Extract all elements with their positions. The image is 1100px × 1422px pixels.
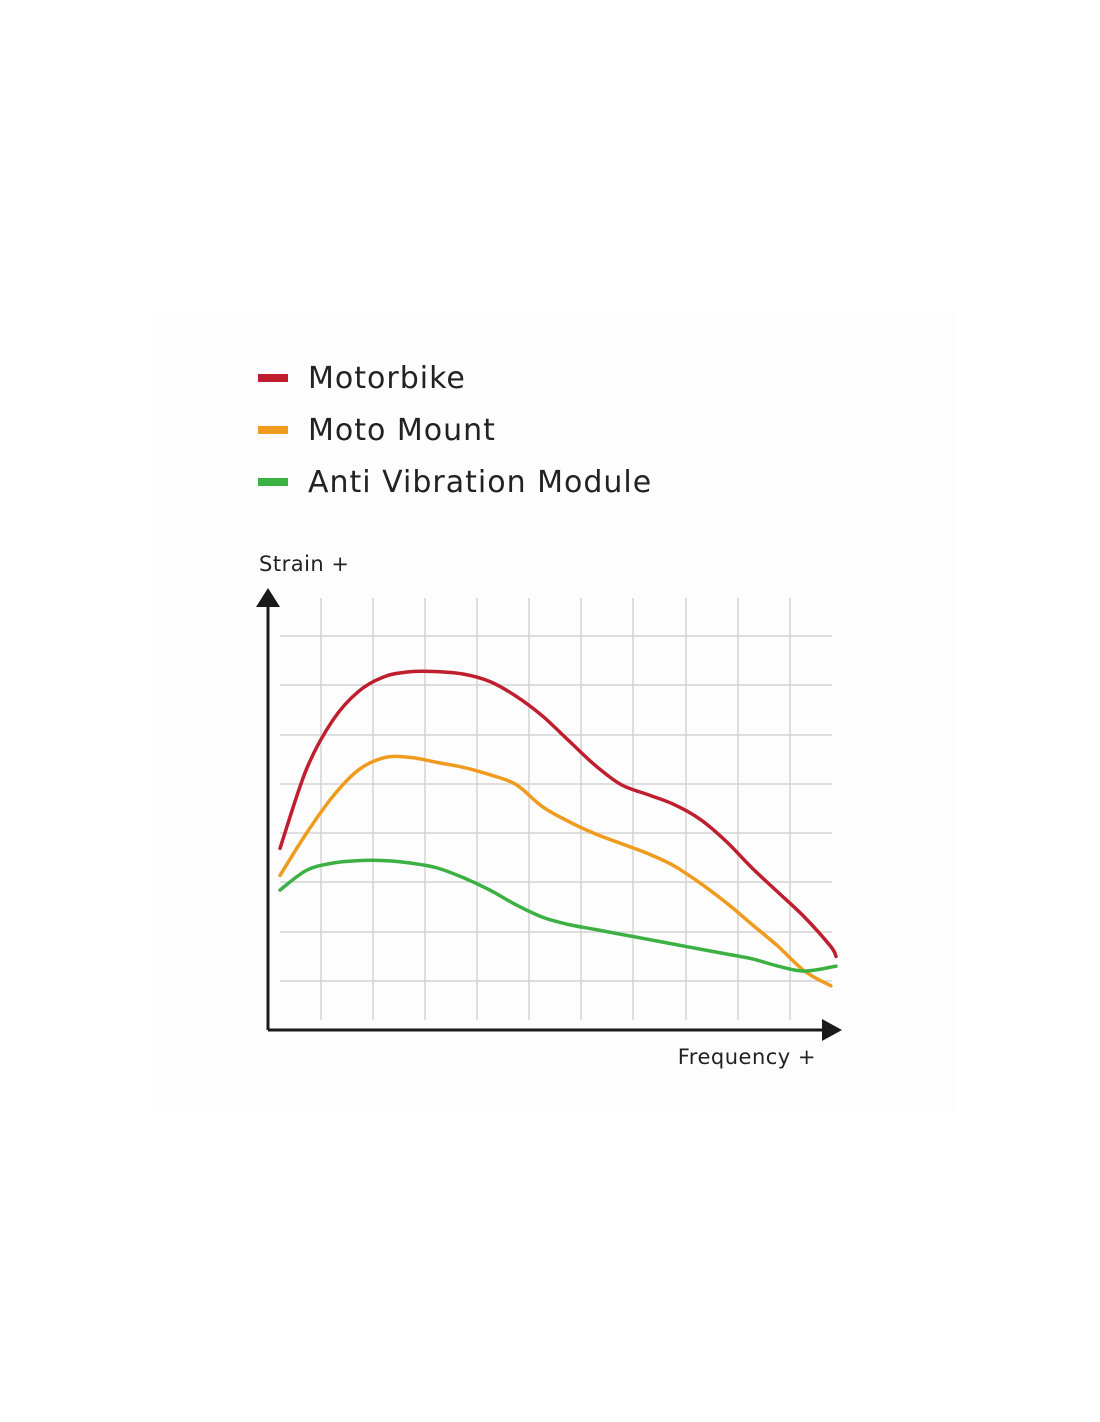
series-line-moto-mount	[278, 754, 833, 988]
legend-item-moto-mount: Moto Mount	[258, 404, 652, 456]
series-lines	[278, 669, 838, 988]
legend-item-anti-vibration-module: Anti Vibration Module	[258, 456, 652, 508]
legend-swatch-anti-vibration-module	[258, 478, 288, 486]
series-line-motorbike	[278, 669, 838, 959]
y-axis-arrow	[256, 588, 280, 607]
legend-label-motorbike: Motorbike	[308, 360, 466, 396]
grid	[280, 598, 832, 1020]
y-axis-label: Strain +	[259, 552, 349, 576]
legend-label-moto-mount: Moto Mount	[308, 412, 496, 448]
axes	[256, 588, 842, 1041]
chart-panel	[152, 312, 958, 1112]
legend-item-motorbike: Motorbike	[258, 352, 652, 404]
legend-swatch-motorbike	[258, 374, 288, 382]
legend-label-anti-vibration-module: Anti Vibration Module	[308, 464, 653, 500]
legend-swatch-moto-mount	[258, 426, 288, 434]
x-axis-arrow	[822, 1019, 842, 1041]
legend: Motorbike Moto Mount Anti Vibration Modu…	[258, 352, 652, 508]
series-line-anti-vibration-module	[278, 858, 838, 973]
x-axis-label: Frequency +	[678, 1045, 816, 1069]
